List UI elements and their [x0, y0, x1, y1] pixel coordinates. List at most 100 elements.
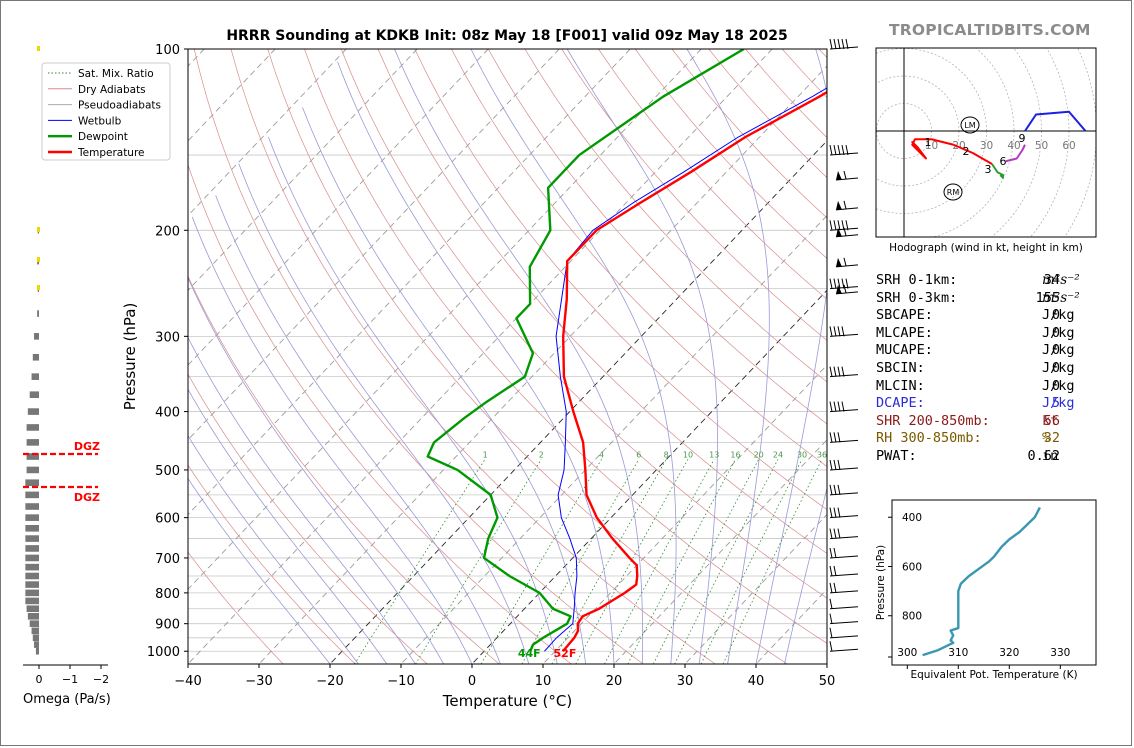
dry-adiabat-line	[188, 275, 500, 664]
omega-bar	[26, 453, 39, 460]
mixing-ratio-label: 20	[754, 450, 764, 459]
dry-adiabat-line	[487, 49, 827, 425]
moist-adiabat-line	[337, 61, 615, 664]
mixing-ratio-label: 30	[797, 450, 807, 459]
theta-e-x-tick-label: 320	[999, 647, 1019, 659]
omega-bar	[29, 391, 39, 399]
stat-value: 0	[1051, 307, 1060, 324]
hodograph-ring-label: 30	[980, 140, 993, 152]
mixing-ratio-label: 8	[664, 450, 669, 459]
hodograph-trace	[1024, 110, 1087, 132]
dry-adiabat-line	[451, 49, 827, 467]
legend-label: Temperature	[77, 147, 145, 159]
omega-bar	[25, 572, 39, 580]
stat-row: DCAPE: 5 J/kg	[876, 395, 1106, 413]
theta-e-x-tick-label: 300	[897, 647, 917, 659]
omega-bar	[29, 620, 39, 627]
hodograph-height-label: 3	[985, 163, 992, 176]
omega-bar	[25, 514, 39, 521]
wind-barb-flag	[835, 170, 859, 181]
omega-x-tick-label: −2	[93, 673, 109, 686]
hodograph-caption: Hodograph (wind in kt, height in km)	[889, 242, 1083, 254]
mixing-ratio-line	[551, 459, 667, 664]
chart-title: HRRR Sounding at KDKB Init: 08z May 18 […	[226, 28, 787, 44]
moist-adiabat-line	[238, 163, 530, 664]
wind-barbs	[826, 38, 859, 664]
wind-barb	[829, 627, 859, 639]
moist-adiabat-line	[188, 477, 331, 664]
stat-row: SHR 200-850mb: 56 kt	[876, 413, 1106, 431]
stat-unit: in	[1042, 447, 1059, 464]
stat-label: SHR 200-850mb:	[876, 412, 990, 429]
legend-label: Wetbulb	[78, 115, 122, 127]
y-tick-label: 400	[155, 406, 180, 421]
wind-barb	[829, 613, 859, 625]
mixing-ratio-label: 2	[539, 450, 544, 459]
wind-barb	[829, 432, 859, 443]
omega-bar	[25, 597, 39, 605]
wind-barb	[829, 641, 859, 652]
y-tick-label: 100	[155, 43, 180, 58]
hodograph-ring-label: 10	[925, 140, 938, 152]
wind-barb	[829, 484, 859, 496]
hodograph-height-label: 2	[963, 145, 970, 158]
wind-barb-flag	[835, 200, 859, 211]
omega-bar-positive	[37, 257, 40, 262]
omega-x-tick-label: 0	[36, 673, 43, 686]
omega-bar	[32, 353, 39, 361]
omega-bar	[25, 545, 39, 552]
stat-value: 5	[1051, 395, 1060, 412]
hodograph-height-label: 1	[925, 136, 932, 149]
mixing-ratio-line	[415, 459, 542, 664]
theta-e-frame	[891, 499, 1097, 666]
stat-row: RH 300-850mb: 32%	[876, 430, 1106, 448]
omega-bar	[25, 479, 39, 487]
stat-row: MLCIN: 0 J/kg	[876, 378, 1106, 396]
omega-bar	[26, 439, 39, 446]
stat-value: 155	[1035, 289, 1060, 306]
x-tick-label: −40	[174, 674, 201, 689]
stat-label: MLCIN:	[876, 377, 925, 394]
isotherm-line	[188, 49, 489, 366]
moist-adiabat-line	[394, 49, 644, 664]
x-tick-label: 40	[748, 674, 765, 689]
wind-barb	[829, 144, 859, 156]
mixing-ratio-line	[354, 459, 486, 664]
stat-label: SBCIN:	[876, 359, 925, 376]
omega-bar-positive	[37, 285, 40, 290]
wind-barb	[829, 582, 859, 594]
isotherm-line	[258, 65, 827, 664]
skewt-inner: 1 2 4 6 8 10 13 16 20 24 30 36	[188, 49, 827, 664]
moist-adiabat-line	[470, 49, 677, 664]
stat-value: 0.62	[1027, 447, 1060, 464]
stat-unit: J/kg	[1042, 395, 1075, 412]
omega-bar	[37, 310, 39, 317]
stat-unit: J/kg	[1042, 359, 1075, 376]
legend-box	[41, 62, 171, 161]
hodograph-trace	[1005, 144, 1026, 163]
omega-bar	[25, 503, 39, 510]
mixing-ratio-line	[521, 459, 640, 664]
theta-e-inner	[922, 506, 1041, 657]
omega-bar	[27, 613, 39, 620]
mixing-ratio-label: 24	[773, 450, 783, 459]
stat-label: SBCAPE:	[876, 307, 933, 324]
wind-barb	[829, 547, 859, 559]
isotherm-line	[188, 49, 631, 516]
wind-barb	[829, 401, 859, 413]
stat-value: 0	[1051, 342, 1060, 359]
storm-motion-label: RM	[947, 188, 960, 197]
stat-value: 56	[1043, 412, 1060, 429]
isotherm-line	[613, 439, 827, 664]
mixing-ratio-line	[627, 459, 736, 664]
surface-dewpoint-label: 44F	[518, 647, 541, 660]
stat-row: MUCAPE: 0 J/kg	[876, 342, 1106, 360]
mixing-ratio-line	[652, 459, 760, 664]
mixing-ratio-label: 4	[599, 450, 604, 459]
moist-adiabat-line	[268, 136, 558, 664]
x-tick-label: −10	[387, 674, 414, 689]
wind-barb-flag	[835, 257, 859, 268]
